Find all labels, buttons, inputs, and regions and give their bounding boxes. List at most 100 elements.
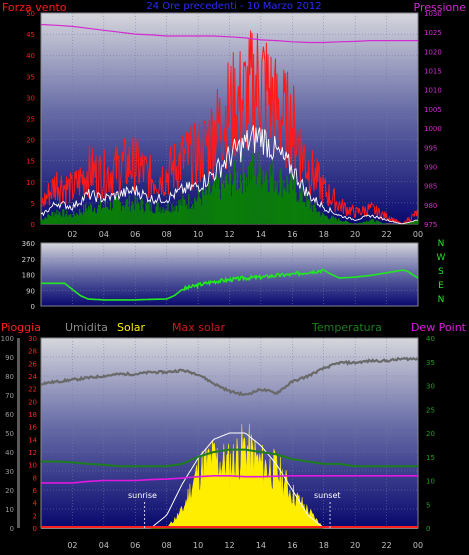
legend-dew-point: Dew Point xyxy=(411,321,467,334)
x-tick-label: 18 xyxy=(319,230,329,239)
wind-tick-label: 0 xyxy=(31,221,35,229)
rain-tick-label: 14 xyxy=(28,436,37,444)
legend-solar: Solar xyxy=(117,321,146,334)
direction-tick-label: 360 xyxy=(22,240,35,248)
rain-tick-label: 20 xyxy=(28,398,37,406)
temperature-tick-label: 25 xyxy=(426,406,435,414)
pressure-tick-label: 1000 xyxy=(424,125,442,133)
rain-tick-label: 16 xyxy=(28,424,37,432)
pressure-tick-label: 1020 xyxy=(424,48,442,56)
direction-panel-series xyxy=(41,268,419,301)
temperature-tick-label: 15 xyxy=(426,454,435,462)
temperature-tick-label: 40 xyxy=(426,335,435,343)
wind-y-axis-ticks: 0 5 10 15 20 25 30 35 40 45 50 xyxy=(26,10,35,229)
wind-x-axis-ticks: 02 04 06 08 10 12 14 16 18 20 22 00 xyxy=(67,230,423,239)
humidity-series xyxy=(40,356,419,397)
x-tick-label: 12 xyxy=(224,230,234,239)
wind-tick-label: 45 xyxy=(26,31,35,39)
sunset-label: sunset xyxy=(314,491,341,500)
x-tick-label: 16 xyxy=(287,230,297,239)
direction-tick-label: 0 xyxy=(31,303,35,311)
wind-tick-label: 35 xyxy=(26,73,35,81)
direction-tick-label: 270 xyxy=(22,256,35,264)
rain-tick-label: 4 xyxy=(33,500,38,508)
humidity-axis-bar xyxy=(17,338,20,528)
pressure-tick-label: 990 xyxy=(424,163,437,171)
pressure-tick-label: 1015 xyxy=(424,68,442,76)
x-tick-label: 02 xyxy=(67,541,77,550)
wind-tick-label: 20 xyxy=(26,137,35,145)
humidity-tick-label: 60 xyxy=(5,411,14,419)
dew-point-series xyxy=(41,475,418,484)
wind-average-series xyxy=(40,125,418,225)
compass-letter: S xyxy=(438,267,444,277)
rain-tick-label: 6 xyxy=(33,487,38,495)
temperature-tick-label: 10 xyxy=(426,478,435,486)
x-tick-label: 16 xyxy=(287,541,297,550)
humidity-tick-label: 50 xyxy=(5,430,14,438)
rain-tick-label: 0 xyxy=(33,525,37,533)
wind-tick-label: 5 xyxy=(31,200,35,208)
humidity-tick-label: 80 xyxy=(5,373,14,381)
humidity-tick-label: 30 xyxy=(5,468,14,476)
pressure-tick-label: 985 xyxy=(424,183,437,191)
x-tick-label: 08 xyxy=(162,230,172,239)
direction-tick-label: 180 xyxy=(22,272,35,280)
x-tick-label: 20 xyxy=(350,230,360,239)
legend-rain: Pioggia xyxy=(1,321,41,334)
pressure-tick-label: 1030 xyxy=(424,10,442,18)
humidity-tick-label: 40 xyxy=(5,449,14,457)
humidity-tick-label: 70 xyxy=(5,392,14,400)
pressure-tick-label: 1025 xyxy=(424,29,442,37)
x-tick-label: 14 xyxy=(256,541,266,550)
header-center-title: 24 Ore precedenti - 10 Marzo 2012 xyxy=(146,1,321,12)
x-tick-label: 12 xyxy=(224,541,234,550)
x-tick-label: 22 xyxy=(381,230,391,239)
compass-letter: N xyxy=(438,239,445,249)
wind-gust-series xyxy=(40,30,419,225)
x-tick-label: 00 xyxy=(413,230,423,239)
sunrise-label: sunrise xyxy=(128,491,157,500)
x-tick-label: 06 xyxy=(130,230,140,239)
x-tick-label: 22 xyxy=(381,541,391,550)
climate-x-axis-ticks: 02 04 06 08 10 12 14 16 18 20 22 00 xyxy=(67,541,423,550)
rain-tick-label: 18 xyxy=(28,411,37,419)
legend-humidity: Umidita xyxy=(65,321,108,334)
pressure-series xyxy=(40,23,418,44)
pressure-y-axis-ticks: 975 980 985 990 995 1000 1005 1010 1015 1020 1025 1… xyxy=(424,10,442,229)
x-tick-label: 06 xyxy=(130,541,140,550)
temperature-tick-label: 30 xyxy=(426,383,435,391)
x-tick-label: 18 xyxy=(319,541,329,550)
climate-panel-grid xyxy=(17,337,419,529)
legend-max-solar: Max solar xyxy=(172,321,225,334)
x-tick-label: 10 xyxy=(193,230,203,239)
rain-tick-label: 24 xyxy=(28,373,37,381)
rain-tick-label: 8 xyxy=(33,474,37,482)
x-tick-label: 14 xyxy=(256,230,266,239)
x-tick-label: 00 xyxy=(413,541,423,550)
humidity-tick-label: 100 xyxy=(1,335,14,343)
rain-tick-label: 26 xyxy=(28,360,37,368)
rain-tick-label: 10 xyxy=(28,462,37,470)
wind-direction-series xyxy=(41,268,419,301)
pressure-tick-label: 1010 xyxy=(424,87,442,95)
compass-letter: W xyxy=(437,253,446,263)
x-tick-label: 02 xyxy=(67,230,77,239)
wind-tick-label: 30 xyxy=(26,94,35,102)
wind-tick-label: 10 xyxy=(26,179,35,187)
header-left-title: Forza vento xyxy=(2,1,67,14)
temperature-tick-label: 20 xyxy=(426,430,435,438)
humidity-tick-label: 0 xyxy=(10,525,14,533)
temperature-tick-label: 35 xyxy=(426,359,435,367)
rain-tick-label: 2 xyxy=(33,512,37,520)
temperature-series xyxy=(41,448,418,468)
wind-tick-label: 15 xyxy=(26,158,35,166)
x-tick-label: 08 xyxy=(162,541,172,550)
rain-tick-label: 12 xyxy=(28,449,37,457)
legend-temperature: Temperatura xyxy=(311,321,382,334)
humidity-tick-label: 20 xyxy=(5,487,14,495)
temperature-tick-label: 5 xyxy=(426,501,430,509)
